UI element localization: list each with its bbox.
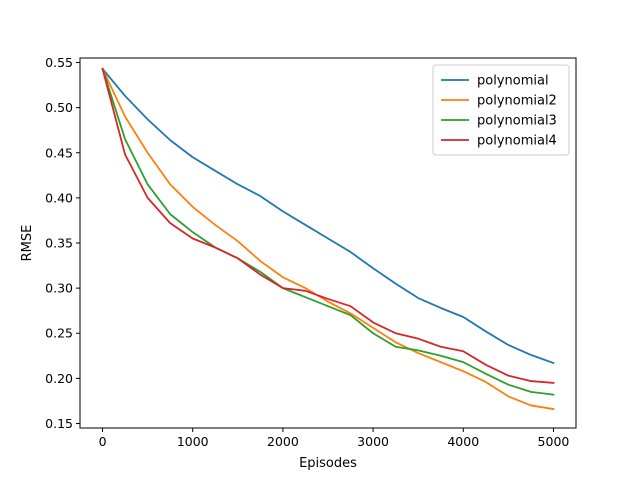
series-line-polynomial4 <box>101 67 555 384</box>
legend-box <box>432 64 570 156</box>
series-line-polynomial2 <box>101 67 555 411</box>
y-axis: 0.15 0.20 0.25 0.30 0.35 0.40 0.45 0.50 0.55 <box>45 55 80 431</box>
x-axis-label: Episodes <box>299 456 357 471</box>
y-tick-label: 0.30 <box>45 281 73 296</box>
y-tick-label: 0.45 <box>45 145 73 160</box>
x-tick-label: 0 <box>99 434 107 449</box>
plot-lines <box>101 67 555 411</box>
x-axis: 0 1000 2000 3000 4000 5000 <box>99 428 570 449</box>
x-tick-label: 2000 <box>267 434 299 449</box>
x-tick-label: 1000 <box>177 434 209 449</box>
legend-label-polynomial2: polynomial2 <box>477 94 557 109</box>
legend-label-polynomial: polynomial <box>477 74 549 89</box>
series-line-polynomial3 <box>101 67 555 396</box>
y-tick-label: 0.25 <box>45 326 73 341</box>
y-tick-label: 0.50 <box>45 100 73 115</box>
x-tick-label: 5000 <box>538 434 570 449</box>
y-axis-label: RMSE <box>20 225 35 262</box>
y-tick-label: 0.20 <box>45 371 73 386</box>
x-tick-label: 3000 <box>357 434 389 449</box>
legend-label-polynomial3: polynomial3 <box>477 114 557 129</box>
legend: polynomial polynomial2 polynomial3 polynomi… <box>432 64 570 156</box>
y-tick-label: 0.15 <box>45 416 73 431</box>
legend-label-polynomial4: polynomial4 <box>477 134 557 149</box>
y-tick-label: 0.40 <box>45 190 73 205</box>
y-tick-label: 0.35 <box>45 236 73 251</box>
series-line-polynomial <box>101 67 555 365</box>
y-tick-label: 0.55 <box>45 55 73 70</box>
x-tick-label: 4000 <box>447 434 479 449</box>
